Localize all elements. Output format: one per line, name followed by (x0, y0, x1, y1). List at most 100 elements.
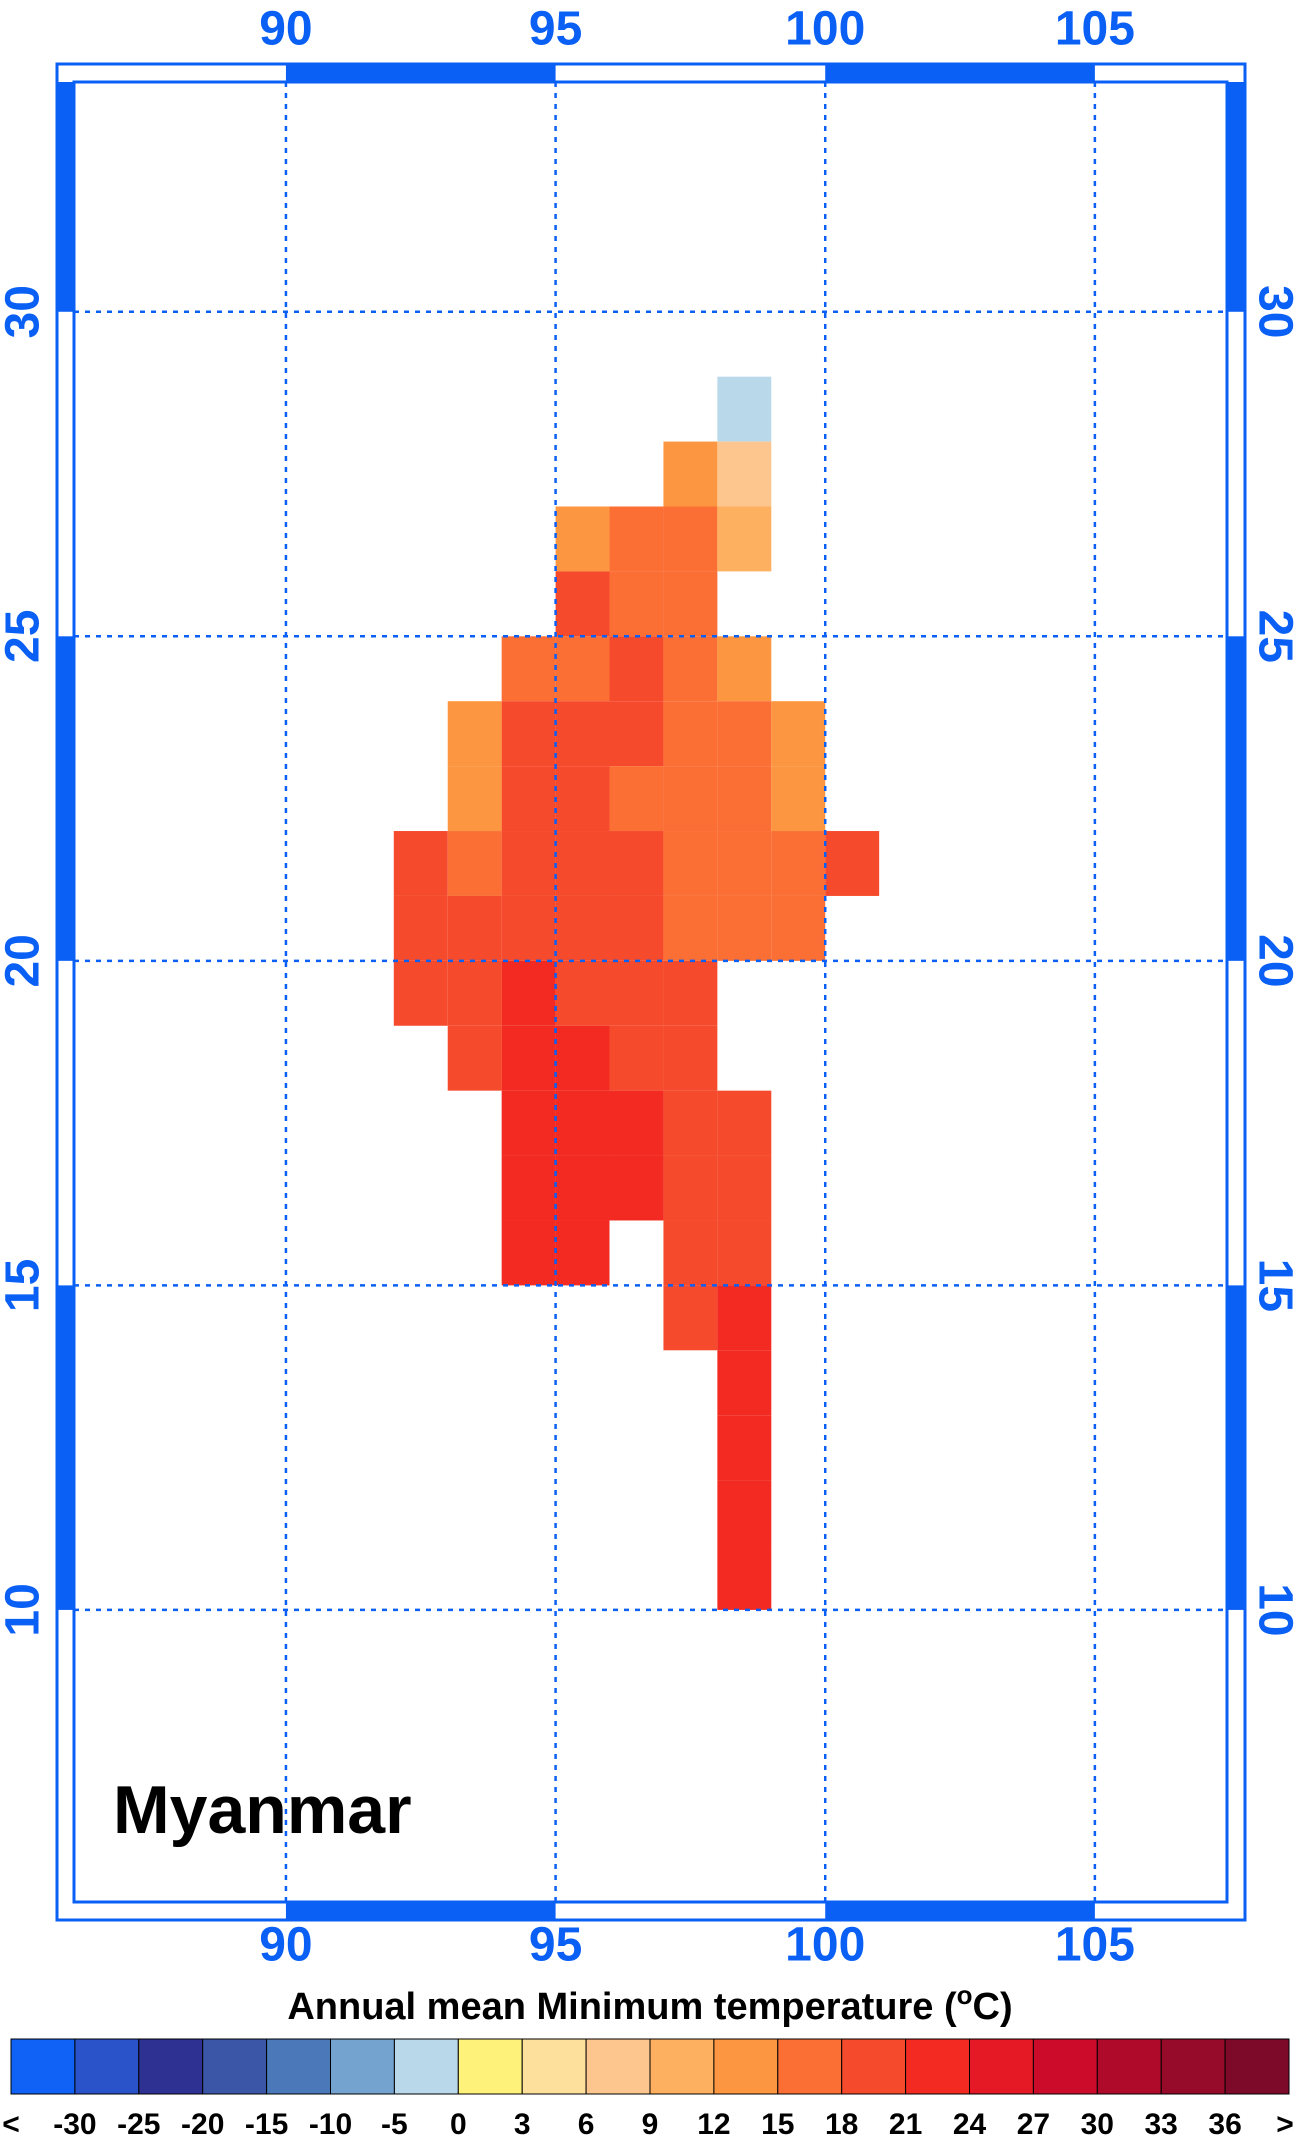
colorbar-title-end: C) (973, 1986, 1013, 2028)
colorbar-label: -10 (309, 2108, 352, 2141)
temperature-cell (717, 636, 772, 702)
colorbar-label: -15 (245, 2108, 288, 2141)
colorbar-box (777, 2038, 843, 2095)
grid (74, 82, 1227, 1902)
temperature-cell (501, 895, 556, 961)
temperature-cell (717, 1415, 772, 1481)
colorbar: < -30 -25 -20 -15 -10 -5 0 3 6 9 12 15 18 21 24 27 30 33 36… (2, 2038, 1294, 2141)
x-tick-label: 95 (529, 1919, 582, 1972)
axis-bar (1227, 636, 1245, 961)
temperature-cell (717, 1545, 772, 1610)
temperature-cell (609, 831, 664, 896)
colorbar-title-text: Annual mean Minimum temperature ( (287, 1986, 957, 2028)
inner-frame (72, 80, 1229, 1904)
colorbar-title-sup: o (957, 1980, 973, 2010)
axis-bar (285, 1902, 556, 1920)
temperature-cell (717, 766, 772, 832)
temperature-cell (555, 571, 610, 637)
colorbar-box (905, 2038, 970, 2095)
temperature-cell (609, 636, 664, 702)
temperature-cell (609, 571, 664, 637)
colorbar-box (457, 2038, 523, 2095)
temperature-cell (663, 1025, 718, 1091)
colorbar-label: 36 (1208, 2108, 1241, 2141)
temperature-cell (501, 766, 556, 832)
temperature-cell (717, 376, 772, 442)
temperature-cell (501, 831, 556, 896)
colorbar-label: -20 (181, 2108, 224, 2141)
temperature-cell (609, 1025, 664, 1091)
temperature-cell (717, 831, 772, 896)
colorbar-box (266, 2038, 332, 2095)
temperature-cell (771, 831, 826, 896)
y-tick-label: 20 (0, 934, 50, 987)
temperature-cell (609, 1090, 664, 1156)
colorbar-label: -30 (53, 2108, 96, 2141)
temperature-cell (555, 636, 610, 702)
y-tick-label: 15 (1248, 1259, 1300, 1312)
axis-bar (1227, 1285, 1245, 1610)
axis-bar (1227, 82, 1245, 312)
axis-bar (57, 636, 74, 961)
temperature-cell (501, 1025, 556, 1091)
temperature-cell (717, 1285, 772, 1351)
axis-bar (57, 1285, 74, 1610)
temperature-cell (663, 701, 718, 767)
ticks: 90 90 95 95 100 100 105 105 10 10 15 15 20 20 25 25 30 30 (0, 3, 1300, 1972)
colorbar-box (393, 2038, 459, 2095)
temperature-cell (447, 701, 502, 767)
x-tick-label: 90 (259, 1919, 312, 1972)
temperature-cell (663, 1220, 718, 1286)
temperature-cell (555, 506, 610, 572)
temperature-cell (825, 831, 880, 896)
temperature-cell (717, 701, 772, 767)
y-tick-label: 10 (0, 1583, 50, 1636)
temperature-cell (663, 1285, 718, 1351)
temperature-cell (501, 960, 556, 1026)
temperature-cell (609, 960, 664, 1026)
outer-frame (55, 62, 1247, 1922)
colorbar-box (138, 2038, 204, 2095)
temperature-cell (771, 766, 826, 832)
temperature-cell (717, 895, 772, 961)
temperature-cell (663, 831, 718, 896)
axis-bar (57, 82, 74, 312)
temperature-cell (771, 701, 826, 767)
colorbar-label: 21 (889, 2108, 922, 2141)
temperature-cell (393, 960, 448, 1026)
temperature-cell (717, 1090, 772, 1156)
y-tick-label: 10 (1248, 1583, 1300, 1636)
temperature-cell (609, 1155, 664, 1221)
axis-bar (825, 1902, 1095, 1920)
colorbar-box (1160, 2038, 1226, 2095)
temperature-cell (501, 1090, 556, 1156)
colorbar-box (713, 2038, 779, 2095)
colorbar-box (1224, 2038, 1290, 2095)
colorbar-box (74, 2038, 140, 2095)
colorbar-label: > (1276, 2108, 1294, 2141)
temperature-cell (663, 895, 718, 961)
colorbar-box (521, 2038, 587, 2095)
colorbar-box (649, 2038, 715, 2095)
temperature-cell (501, 636, 556, 702)
temperature-cell (447, 895, 502, 961)
colorbar-label: 12 (697, 2108, 730, 2141)
colorbar-box (330, 2038, 395, 2095)
temperature-cell (663, 960, 718, 1026)
temperature-cell (717, 1220, 772, 1286)
temperature-cell (609, 895, 664, 961)
axis-bar (285, 64, 556, 82)
temperature-cell (501, 1155, 556, 1221)
colorbar-title: Annual mean Minimum temperature (oC) (287, 1980, 1012, 2028)
axis-bars (57, 64, 1245, 1920)
temperature-cell (555, 1155, 610, 1221)
x-tick-label: 100 (785, 3, 865, 56)
y-tick-label: 30 (0, 285, 50, 338)
colorbar-label: 0 (450, 2108, 467, 2141)
colorbar-label: 27 (1017, 2108, 1050, 2141)
temperature-cell (555, 1090, 610, 1156)
x-tick-label: 100 (785, 1919, 865, 1972)
temperature-cell (447, 831, 502, 896)
temperature-cell (447, 1025, 502, 1091)
